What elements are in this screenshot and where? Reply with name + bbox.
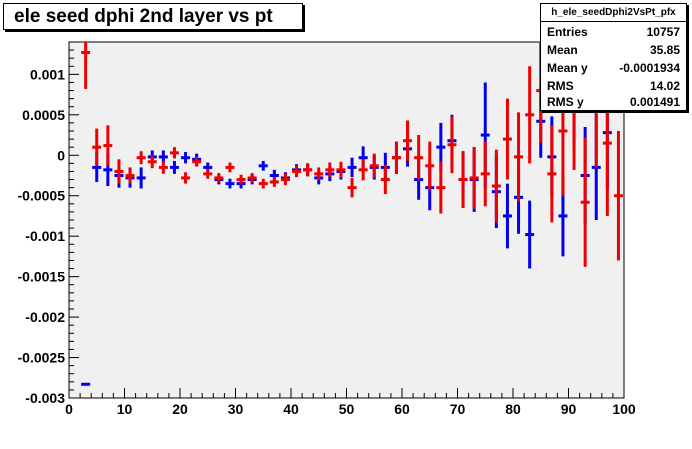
red-data-point bbox=[480, 141, 490, 207]
blue-data-point bbox=[169, 160, 179, 174]
blue-data-point bbox=[225, 178, 235, 189]
red-data-point bbox=[391, 141, 401, 174]
data-marks bbox=[81, 42, 623, 386]
red-data-point bbox=[425, 141, 435, 191]
red-data-point bbox=[169, 147, 179, 159]
blue-data-point bbox=[347, 157, 357, 178]
red-data-point bbox=[192, 156, 202, 167]
red-data-point bbox=[436, 161, 446, 214]
blue-data-point bbox=[258, 160, 268, 171]
red-data-point bbox=[414, 135, 424, 181]
stats-row-mean: Mean 35.85 bbox=[547, 41, 680, 59]
title-box: ele seed dphi 2nd layer vs pt bbox=[3, 3, 303, 30]
red-data-point bbox=[203, 169, 213, 179]
stats-value: 0.001491 bbox=[629, 95, 680, 109]
red-data-point bbox=[403, 120, 413, 161]
blue-data-point bbox=[181, 152, 191, 164]
chart-title: ele seed dphi 2nd layer vs pt bbox=[14, 6, 273, 27]
x-tick-label: 20 bbox=[172, 401, 188, 417]
red-data-point bbox=[469, 147, 479, 209]
red-data-point bbox=[303, 163, 313, 177]
stats-value: 14.02 bbox=[649, 79, 680, 93]
red-data-point bbox=[325, 162, 335, 178]
red-data-point bbox=[336, 161, 346, 178]
red-data-point bbox=[81, 42, 91, 89]
red-data-point bbox=[502, 98, 512, 180]
red-data-point bbox=[114, 159, 124, 184]
stats-row-mean-y: Mean y -0.0001934 bbox=[547, 59, 680, 77]
y-tick-label: 0.001 bbox=[30, 66, 65, 82]
stats-key: RMS bbox=[547, 79, 574, 93]
y-tick-label: 0 bbox=[57, 147, 65, 163]
stats-key: Mean y bbox=[547, 61, 588, 75]
plot-frame bbox=[68, 41, 625, 399]
red-data-point bbox=[580, 137, 590, 267]
red-data-point bbox=[181, 172, 191, 184]
red-data-point bbox=[292, 165, 302, 178]
blue-data-point bbox=[502, 183, 512, 249]
y-tick-label: -0.002 bbox=[25, 309, 65, 325]
red-data-point bbox=[380, 164, 390, 195]
stats-key: Mean bbox=[547, 43, 578, 57]
red-data-point bbox=[236, 174, 246, 185]
red-data-point bbox=[280, 173, 290, 186]
stats-value: 10757 bbox=[646, 25, 680, 39]
red-data-point bbox=[103, 125, 113, 166]
red-data-point bbox=[225, 162, 235, 173]
y-tick-label: -0.0005 bbox=[18, 188, 66, 204]
stats-box: h_ele_seedDphi2VsPt_pfx Entries 10757 Me… bbox=[540, 3, 687, 111]
stats-row-entries: Entries 10757 bbox=[547, 23, 680, 41]
blue-data-point bbox=[136, 167, 146, 189]
red-data-point bbox=[547, 125, 557, 223]
x-tick-label: 0 bbox=[65, 401, 73, 417]
y-tick-label: 0.0005 bbox=[22, 107, 65, 123]
red-data-point bbox=[269, 177, 279, 187]
stats-row-rms-y: RMS y 0.001491 bbox=[547, 93, 680, 111]
x-tick-label: 100 bbox=[612, 401, 636, 417]
blue-data-point bbox=[525, 200, 535, 269]
red-data-point bbox=[247, 173, 257, 183]
red-data-point bbox=[525, 66, 535, 164]
red-data-point bbox=[358, 159, 368, 181]
x-tick-label: 70 bbox=[450, 401, 466, 417]
red-data-point bbox=[491, 149, 501, 223]
y-tick-label: -0.0015 bbox=[18, 269, 66, 285]
red-data-point bbox=[136, 151, 146, 165]
red-data-point bbox=[125, 167, 135, 184]
red-data-point bbox=[147, 155, 157, 169]
red-data-point bbox=[458, 151, 468, 208]
red-data-point bbox=[258, 178, 268, 189]
x-tick-label: 60 bbox=[394, 401, 410, 417]
stats-key: Entries bbox=[547, 25, 588, 39]
y-tick-label: -0.001 bbox=[25, 228, 65, 244]
stats-histogram-name: h_ele_seedDphi2VsPt_pfx bbox=[541, 4, 686, 22]
x-tick-label: 90 bbox=[561, 401, 577, 417]
x-tick-label: 10 bbox=[117, 401, 133, 417]
red-data-point bbox=[158, 160, 168, 174]
x-tick-label: 80 bbox=[505, 401, 521, 417]
y-tick-label: -0.0025 bbox=[18, 350, 66, 366]
stats-row-rms: RMS 14.02 bbox=[547, 77, 680, 95]
axes: 0 10 20 30 40 50 60 70 80 90 100 -0.003 -0.0025 -0.00… bbox=[18, 41, 636, 417]
stats-value: -0.0001934 bbox=[619, 61, 680, 75]
red-data-point bbox=[613, 131, 623, 261]
red-data-point bbox=[514, 112, 524, 202]
stats-value: 35.85 bbox=[649, 43, 680, 57]
red-data-point bbox=[214, 173, 224, 183]
x-tick-label: 30 bbox=[228, 401, 244, 417]
red-data-point bbox=[92, 128, 102, 166]
red-data-point bbox=[314, 167, 324, 181]
red-data-point bbox=[347, 177, 357, 198]
y-tick-label: -0.003 bbox=[25, 390, 65, 406]
x-tick-label: 40 bbox=[283, 401, 299, 417]
x-tick-label: 50 bbox=[339, 401, 355, 417]
red-data-point bbox=[447, 116, 457, 174]
red-data-point bbox=[369, 153, 379, 178]
stats-key: RMS y bbox=[547, 95, 584, 109]
